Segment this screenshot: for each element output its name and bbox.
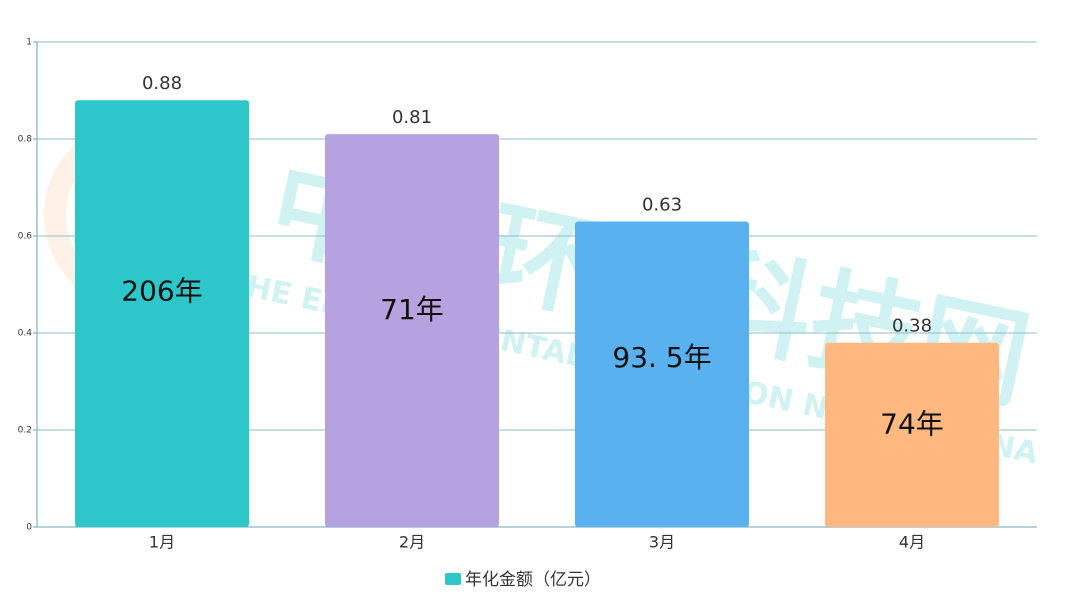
y-tick-label: 0.2 (18, 426, 32, 436)
x-tick-label: 3月 (649, 533, 675, 552)
x-tick-label: 2月 (399, 533, 425, 552)
value-label: 0.63 (642, 194, 682, 215)
y-tick-label: 0.8 (18, 135, 33, 145)
value-label: 0.88 (142, 73, 182, 94)
bar (575, 221, 749, 527)
inner-label: 74年 (880, 408, 944, 441)
legend-swatch (445, 573, 461, 585)
y-tick-label: 0.4 (18, 329, 33, 339)
value-label: 0.38 (892, 316, 932, 337)
value-label: 0.81 (392, 107, 432, 128)
inner-label: 93. 5年 (612, 341, 711, 374)
x-tick-label: 1月 (149, 533, 175, 552)
inner-label: 71年 (380, 293, 444, 326)
x-tick-label: 4月 (899, 533, 925, 552)
inner-label: 206年 (121, 274, 202, 307)
bar (75, 100, 249, 527)
y-tick-label: 0 (26, 523, 32, 533)
bar (825, 342, 999, 527)
y-tick-label: 1 (26, 38, 32, 48)
bar (325, 134, 499, 527)
y-tick-label: 0.6 (18, 232, 33, 242)
legend-label: 年化金额（亿元） (465, 570, 601, 590)
